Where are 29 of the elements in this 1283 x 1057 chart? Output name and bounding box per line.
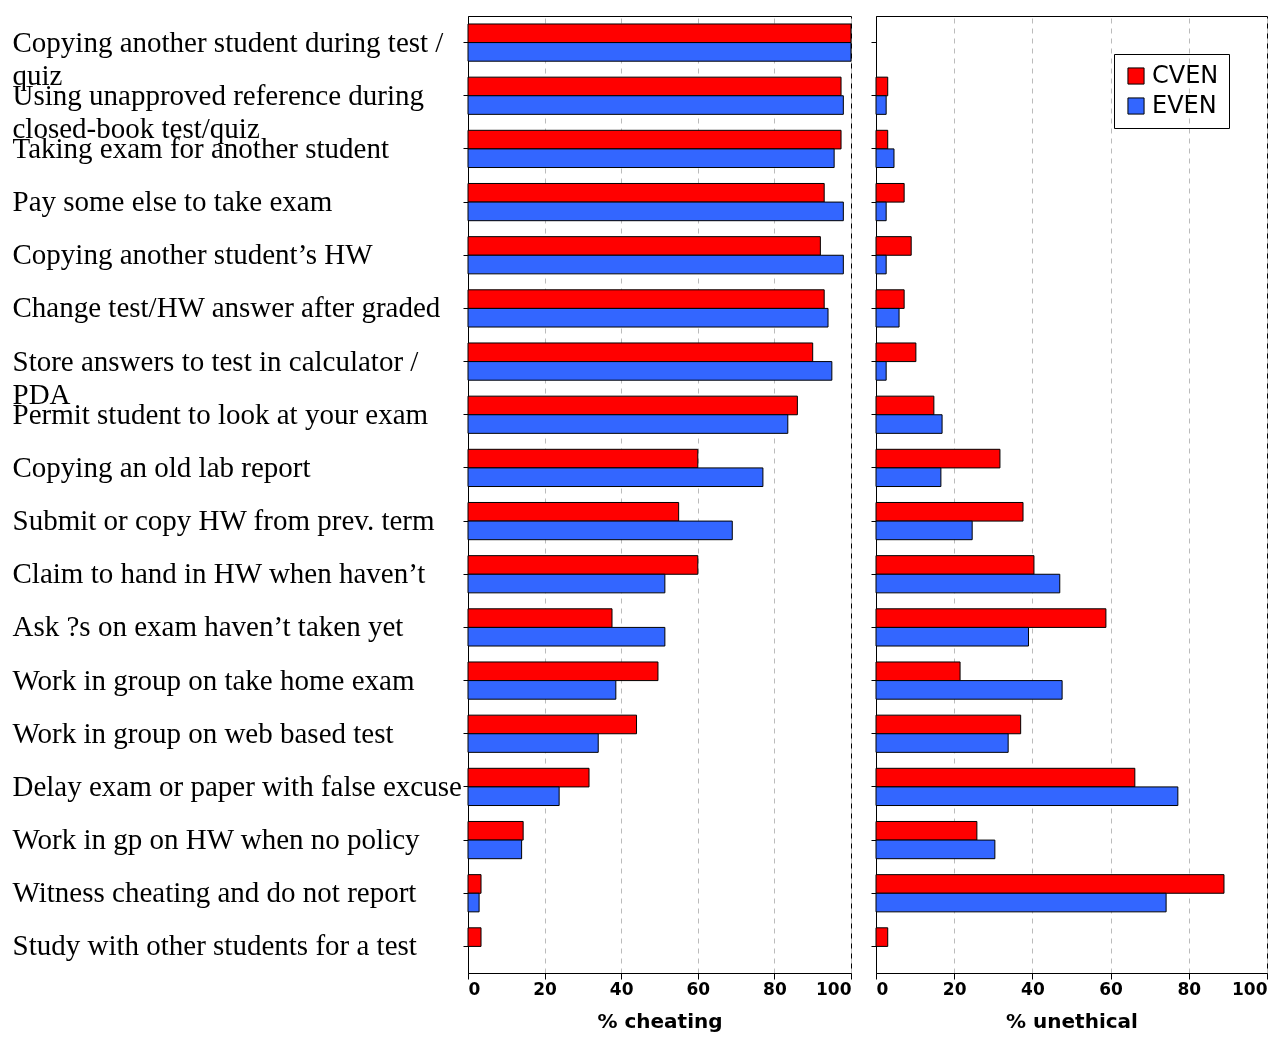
x-tick-label: 20 xyxy=(533,978,558,999)
x-tick-label: 60 xyxy=(1099,978,1124,999)
y-tick-label: Copying an old lab report xyxy=(12,450,311,483)
y-tick-label: Submit or copy HW from prev. term xyxy=(12,504,435,537)
x-tick-label: 40 xyxy=(1021,978,1045,999)
y-tick-label: Work in group on web based test xyxy=(12,716,394,749)
y-tick-label: Work in gp on HW when no policy xyxy=(12,823,421,856)
legend-label: CVEN xyxy=(1152,61,1219,89)
y-tick-label: Claim to hand in HW when haven’t xyxy=(12,557,426,590)
x-tick-label: 40 xyxy=(609,978,634,999)
x-tick-label: 80 xyxy=(1177,978,1202,999)
y-tick-label: Study with other students for a test xyxy=(12,929,417,962)
x-axis-title: % unethical xyxy=(1006,1008,1138,1033)
x-tick-label: 100 xyxy=(816,978,852,999)
y-tick-label: Work in group on take home exam xyxy=(12,663,415,696)
x-tick-label: 80 xyxy=(763,978,787,999)
x-axis-title: % cheating xyxy=(597,1008,723,1033)
y-tick-label: Copying another student’s HW xyxy=(12,238,374,271)
x-tick-label: 0 xyxy=(468,978,481,999)
y-tick-label: Pay some else to take exam xyxy=(12,185,333,218)
x-tick-label: 100 xyxy=(1232,978,1268,999)
legend-label: EVEN xyxy=(1152,91,1217,119)
y-tick-label: Delay exam or paper with false excuse xyxy=(12,769,462,802)
y-tick-label: Change test/HW answer after graded xyxy=(12,291,441,324)
y-tick-label: Witness cheating and do not report xyxy=(12,876,417,909)
x-tick-label: 60 xyxy=(686,978,711,999)
x-tick-label: 20 xyxy=(942,978,967,999)
x-tick-label: 0 xyxy=(876,978,889,999)
y-tick-label: Ask ?s on exam haven’t taken yet xyxy=(12,610,404,643)
